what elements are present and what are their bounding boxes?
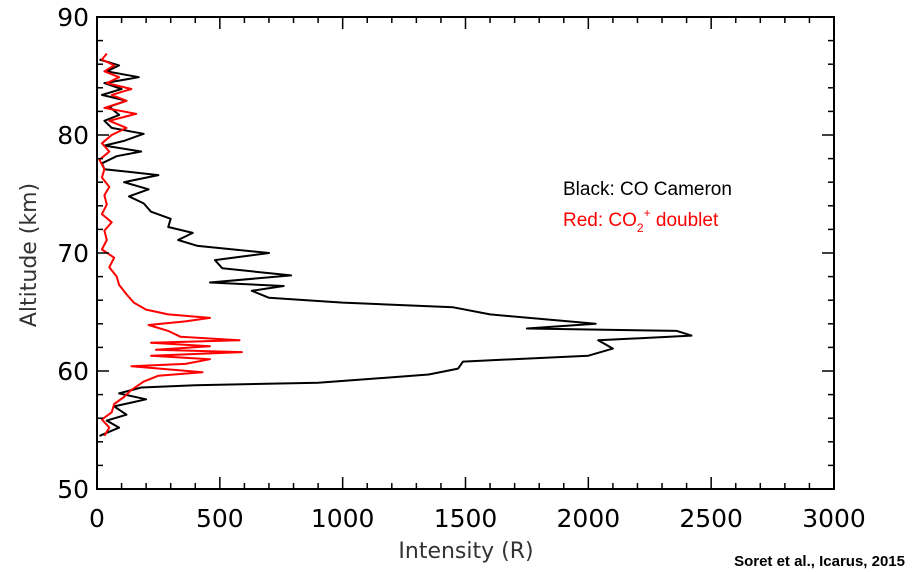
x-tick-label: 3000	[802, 504, 866, 533]
x-tick-label: 500	[196, 504, 244, 533]
x-tick-label: 2000	[557, 504, 621, 533]
legend-red-entry: Red: CO2+ doublet	[563, 206, 719, 235]
x-tick-label: 0	[89, 504, 105, 533]
y-ticks	[97, 16, 834, 490]
series-line-black	[99, 58, 693, 437]
series-line-red	[98, 52, 243, 437]
legend-red-superscript: +	[644, 206, 651, 220]
y-axis-title: Altitude (km)	[17, 183, 42, 327]
y-tick-label: 90	[57, 3, 89, 32]
x-tick-label: 2500	[679, 504, 743, 533]
y-tick-label: 80	[57, 121, 89, 150]
x-tick-label: 1500	[434, 504, 498, 533]
y-tick-label: 50	[57, 475, 89, 504]
y-tick-labels: 50 60 70 80 90	[57, 3, 89, 504]
series-layer	[98, 52, 693, 437]
x-tick-label: 1000	[311, 504, 375, 533]
x-tick-labels: 0 500 1000 1500 2000 2500 3000	[89, 504, 866, 533]
legend-black-entry: Black: CO Cameron	[563, 179, 732, 200]
y-tick-label: 70	[57, 239, 89, 268]
citation: Soret et al., Icarus, 2015	[734, 553, 905, 570]
plot-frame	[96, 16, 835, 490]
x-ticks	[96, 17, 835, 489]
legend-red-subscript: 2	[637, 221, 644, 235]
x-axis-title: Intensity (R)	[398, 539, 533, 564]
legend-red-prefix: Red: CO	[563, 210, 637, 231]
legend-red-suffix: doublet	[651, 210, 719, 231]
y-tick-label: 60	[57, 357, 89, 386]
